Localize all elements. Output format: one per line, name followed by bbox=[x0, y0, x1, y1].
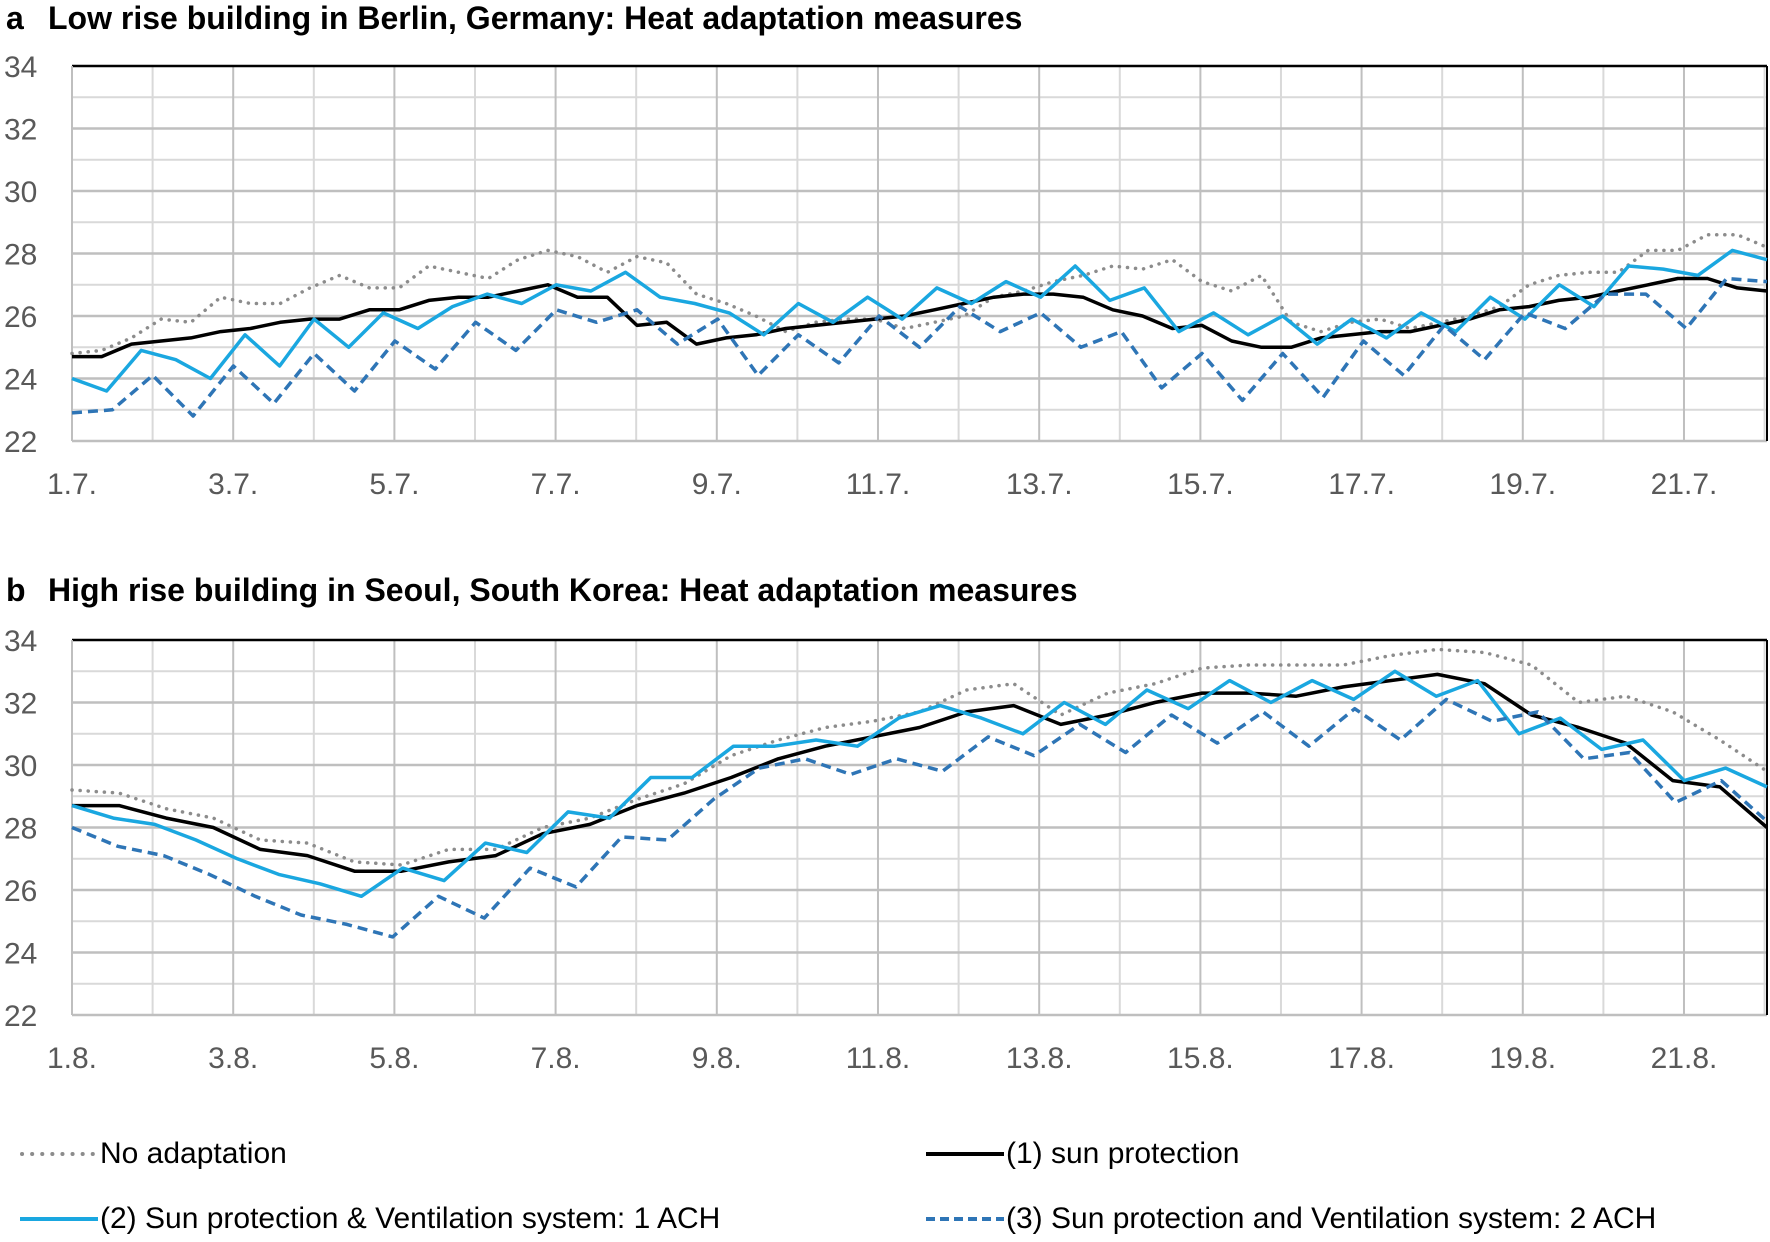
y-tick-label: 22 bbox=[4, 426, 37, 459]
series-line-no-adaptation bbox=[70, 232, 1769, 356]
x-tick-label: 21.8. bbox=[1651, 1042, 1718, 1075]
y-tick-label: 34 bbox=[4, 625, 37, 658]
x-tick-label: 19.8. bbox=[1489, 1042, 1556, 1075]
x-tick-label: 1.7. bbox=[47, 468, 97, 501]
series-line-2-sun-protection-ventilation-system-1-ach bbox=[71, 248, 1768, 393]
x-tick-label: 17.8. bbox=[1328, 1042, 1395, 1075]
x-tick-label: 13.7. bbox=[1006, 468, 1073, 501]
x-tick-label: 5.7. bbox=[369, 468, 419, 501]
y-tick-label: 28 bbox=[4, 239, 37, 272]
series-line-1-sun-protection bbox=[72, 276, 1768, 359]
x-tick-label: 17.7. bbox=[1328, 468, 1395, 501]
y-tick-label: 24 bbox=[4, 364, 37, 397]
y-tick-label: 22 bbox=[4, 1000, 37, 1033]
y-tick-label: 32 bbox=[4, 114, 37, 147]
x-tick-label: 11.7. bbox=[846, 468, 911, 501]
panel-b-letter: b bbox=[6, 572, 26, 608]
x-tick-label: 1.8. bbox=[47, 1042, 97, 1075]
x-tick-label: 13.8. bbox=[1006, 1042, 1073, 1075]
y-tick-label: 26 bbox=[4, 875, 37, 908]
series-line-3-sun-protection-and-ventilation-system-2-ach bbox=[71, 697, 1769, 939]
x-tick-label: 15.7. bbox=[1167, 468, 1234, 501]
y-tick-label: 24 bbox=[4, 938, 37, 971]
legend-item-ventilation-2ach: (3) Sun protection and Ventilation syste… bbox=[926, 1202, 1656, 1236]
x-tick-label: 9.7. bbox=[692, 468, 742, 501]
legend-swatch-dashed bbox=[926, 1217, 1004, 1221]
x-tick-label: 3.8. bbox=[208, 1042, 258, 1075]
legend-label: (2) Sun protection & Ventilation system:… bbox=[100, 1202, 721, 1235]
panel-a-title: a Low rise building in Berlin, Germany: H… bbox=[6, 0, 1022, 37]
panel-a-title-text: Low rise building in Berlin, Germany: He… bbox=[48, 0, 1023, 36]
x-tick-label: 21.7. bbox=[1651, 468, 1718, 501]
legend-label: No adaptation bbox=[100, 1137, 287, 1170]
legend-swatch-solid-blue bbox=[20, 1217, 98, 1221]
y-tick-label: 28 bbox=[4, 813, 37, 846]
legend-item-sun-protection: (1) sun protection bbox=[926, 1137, 1239, 1171]
chart-a-berlin: 22 24 26 28 30 32 34 1.7. 3.7. 5.7. 7.7. 9.7. 11.7. 1… bbox=[4, 51, 1769, 501]
x-tick-label: 11.8. bbox=[846, 1042, 911, 1075]
x-tick-label: 3.7. bbox=[208, 468, 258, 501]
x-tick-label: 9.8. bbox=[692, 1042, 742, 1075]
y-tick-label: 32 bbox=[4, 688, 37, 721]
panel-a-letter: a bbox=[6, 0, 24, 36]
panel-b-title-text: High rise building in Seoul, South Korea… bbox=[48, 572, 1078, 608]
y-tick-label: 30 bbox=[4, 176, 37, 209]
y-tick-label: 26 bbox=[4, 301, 37, 334]
legend-swatch-dotted bbox=[20, 1152, 98, 1156]
panel-b-title: b High rise building in Seoul, South Kore… bbox=[6, 572, 1077, 609]
x-tick-label: 15.8. bbox=[1167, 1042, 1234, 1075]
chart-b-seoul: 22 24 26 28 30 32 34 1.8. 3.8. 5.8. 7.8. 9.8. 11.8. 1… bbox=[4, 625, 1769, 1075]
series-line-2-sun-protection-ventilation-system-1-ach bbox=[71, 669, 1768, 899]
y-tick-label: 30 bbox=[4, 750, 37, 783]
series-line-no-adaptation bbox=[70, 647, 1769, 867]
series-line-3-sun-protection-and-ventilation-system-2-ach bbox=[71, 276, 1768, 418]
x-tick-label: 5.8. bbox=[369, 1042, 419, 1075]
legend-label: (1) sun protection bbox=[1006, 1137, 1240, 1170]
x-tick-label: 7.7. bbox=[531, 468, 581, 501]
y-tick-label: 34 bbox=[4, 51, 37, 84]
legend-label: (3) Sun protection and Ventilation syste… bbox=[1006, 1202, 1657, 1235]
legend-swatch-solid-black bbox=[926, 1152, 1004, 1156]
x-tick-label: 19.7. bbox=[1489, 468, 1556, 501]
x-tick-label: 7.8. bbox=[531, 1042, 581, 1075]
legend-item-no-adaptation: No adaptation bbox=[20, 1137, 287, 1171]
legend-item-ventilation-1ach: (2) Sun protection & Ventilation system:… bbox=[20, 1202, 720, 1236]
series-line-1-sun-protection bbox=[72, 672, 1769, 873]
